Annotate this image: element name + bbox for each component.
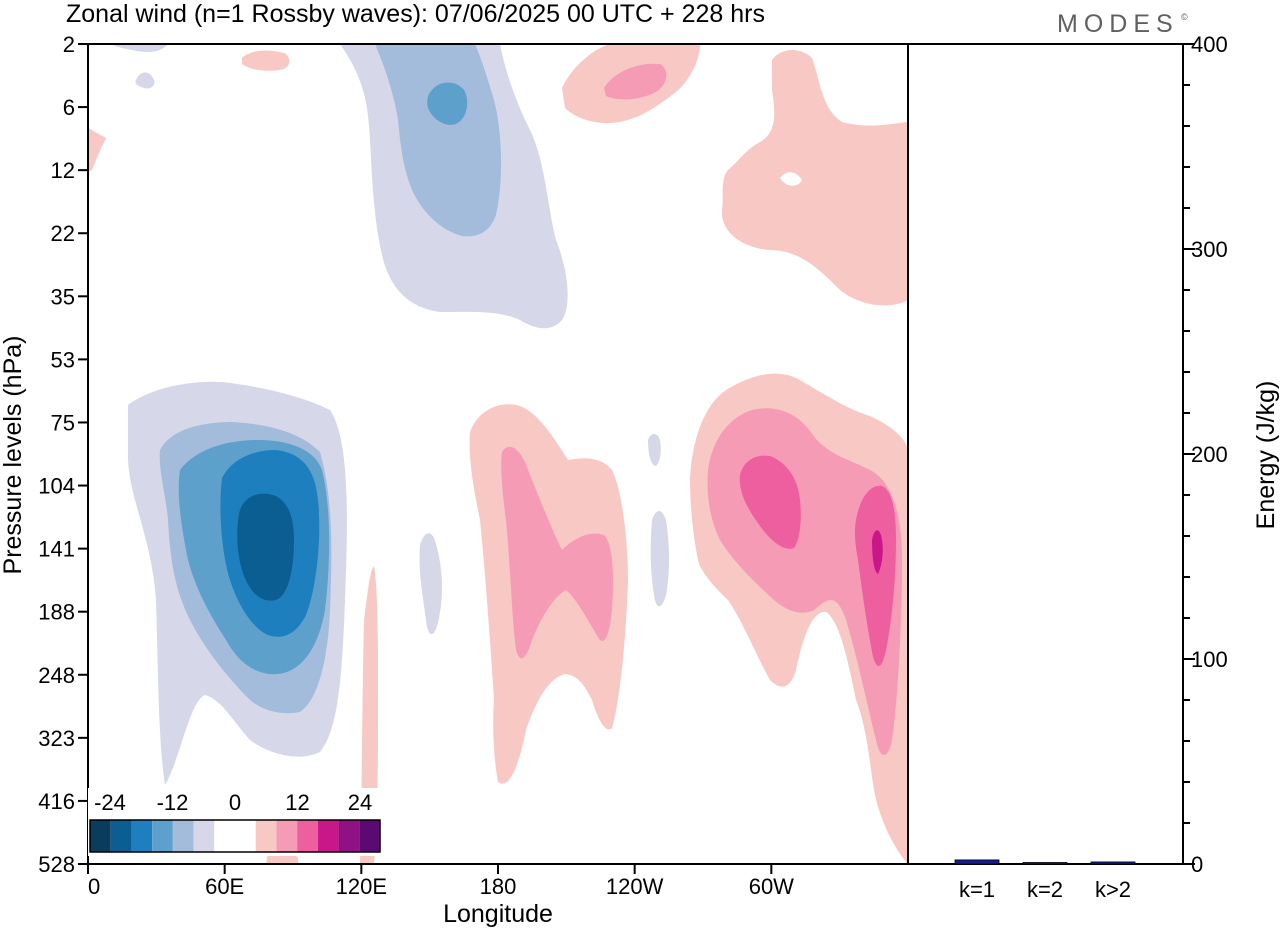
energy-tick-label: 300 <box>1191 237 1228 262</box>
energy-tick-label: 0 <box>1191 852 1203 877</box>
y-tick-label: 528 <box>38 852 75 877</box>
energy-tick-label: 200 <box>1191 442 1228 467</box>
y-tick-label: 35 <box>51 284 75 309</box>
contour-neg-small3 <box>419 533 442 635</box>
contour-neg-small2 <box>135 72 155 89</box>
colorbar-tick-label: -24 <box>94 790 126 815</box>
colorbar-swatch <box>214 820 235 852</box>
x-axis-label: Longitude <box>443 900 553 928</box>
energy-category-label: k=1 <box>959 877 995 902</box>
colorbar-swatch <box>338 820 360 852</box>
colorbar: -24 -12 0 12 24 <box>88 788 382 856</box>
y-tick-label: 104 <box>38 474 75 499</box>
y-axis-label: Pressure levels (hPa) <box>0 336 27 575</box>
contour-pos-w3 <box>739 455 801 549</box>
colorbar-swatch <box>152 820 173 852</box>
x-tick-label: 120E <box>336 874 387 899</box>
contour-neg-small4 <box>650 511 669 607</box>
brand-copyright: © <box>1181 12 1188 22</box>
contour-pos-small1 <box>88 128 106 172</box>
brand-logo: MODES <box>1057 10 1179 38</box>
colorbar-swatch <box>172 820 194 852</box>
energy-axis-label: Energy (J/kg) <box>1252 381 1280 530</box>
x-axis: 0 60E 120E 180 120W 60W <box>87 864 794 899</box>
colorbar-tick-label: -12 <box>157 790 189 815</box>
x-tick-label: 60W <box>749 874 794 899</box>
x-tick-label: 60E <box>205 874 244 899</box>
contour-neg-l5 <box>237 493 294 601</box>
energy-bar <box>1090 861 1136 865</box>
contour-pos-u3 <box>604 63 667 100</box>
contour-field <box>88 44 908 864</box>
x-tick-label: 180 <box>480 874 517 899</box>
heatmap-panel: 2 6 12 22 35 53 75 104 141 188 248 323 416 528 0 60E 12… <box>0 32 909 928</box>
contour-pos-small2 <box>242 50 290 71</box>
y-tick-label: 75 <box>51 410 75 435</box>
energy-bar <box>954 859 1000 865</box>
contour-neg-small1 <box>112 44 168 52</box>
contour-pos-u1 <box>721 49 908 306</box>
y-tick-label: 53 <box>51 347 75 372</box>
colorbar-tick-label: 0 <box>229 790 241 815</box>
contour-pos-d2 <box>501 446 614 659</box>
contour-pos-u-hole <box>780 172 802 186</box>
colorbar-swatch <box>276 820 298 852</box>
y-tick-label: 12 <box>51 158 75 183</box>
colorbar-tick-label: 12 <box>285 790 309 815</box>
energy-y-axis: 0 100 200 300 400 <box>1183 32 1228 877</box>
chart-title: Zonal wind (n=1 Rossby waves): 07/06/202… <box>66 0 765 28</box>
colorbar-swatch <box>110 820 132 852</box>
x-tick-label: 120W <box>606 874 664 899</box>
colorbar-swatch <box>359 820 380 852</box>
y-tick-label: 6 <box>63 95 75 120</box>
energy-tick-label: 100 <box>1191 647 1228 672</box>
colorbar-frame <box>89 819 381 853</box>
energy-panel: 0 100 200 300 400 k=1 k=2 k>2 Energy (J/kg) <box>907 32 1280 902</box>
y-tick-label: 22 <box>51 221 75 246</box>
contour-pos-w4 <box>854 485 896 667</box>
colorbar-swatch <box>255 820 277 852</box>
energy-category-label: k>2 <box>1095 877 1131 902</box>
y-axis: 2 6 12 22 35 53 75 104 141 188 248 323 416 528 <box>38 32 88 877</box>
y-tick-label: 188 <box>38 600 75 625</box>
energy-category-label: k=2 <box>1027 877 1063 902</box>
colorbar-swatch <box>193 820 215 852</box>
contour-neg-u3 <box>427 82 468 125</box>
colorbar-swatch <box>297 820 318 852</box>
colorbar-swatch <box>317 820 339 852</box>
y-tick-label: 323 <box>38 726 75 751</box>
colorbar-swatch <box>131 820 153 852</box>
y-tick-label: 2 <box>63 32 75 57</box>
y-tick-label: 416 <box>38 789 75 814</box>
colorbar-swatch <box>90 820 111 852</box>
contour-neg-small5 <box>648 434 661 466</box>
energy-bars <box>954 859 1136 865</box>
colorbar-tick-label: 24 <box>348 790 372 815</box>
y-tick-label: 141 <box>38 537 75 562</box>
colorbar-swatch <box>235 820 256 852</box>
energy-x-axis: k=1 k=2 k>2 <box>959 877 1131 902</box>
contour-pos-w5 <box>872 530 883 574</box>
contour-neg-u2 <box>375 44 502 237</box>
energy-bar <box>1022 862 1068 865</box>
x-tick-label: 0 <box>88 874 100 899</box>
energy-tick-label: 400 <box>1191 32 1228 57</box>
y-tick-label: 248 <box>38 663 75 688</box>
